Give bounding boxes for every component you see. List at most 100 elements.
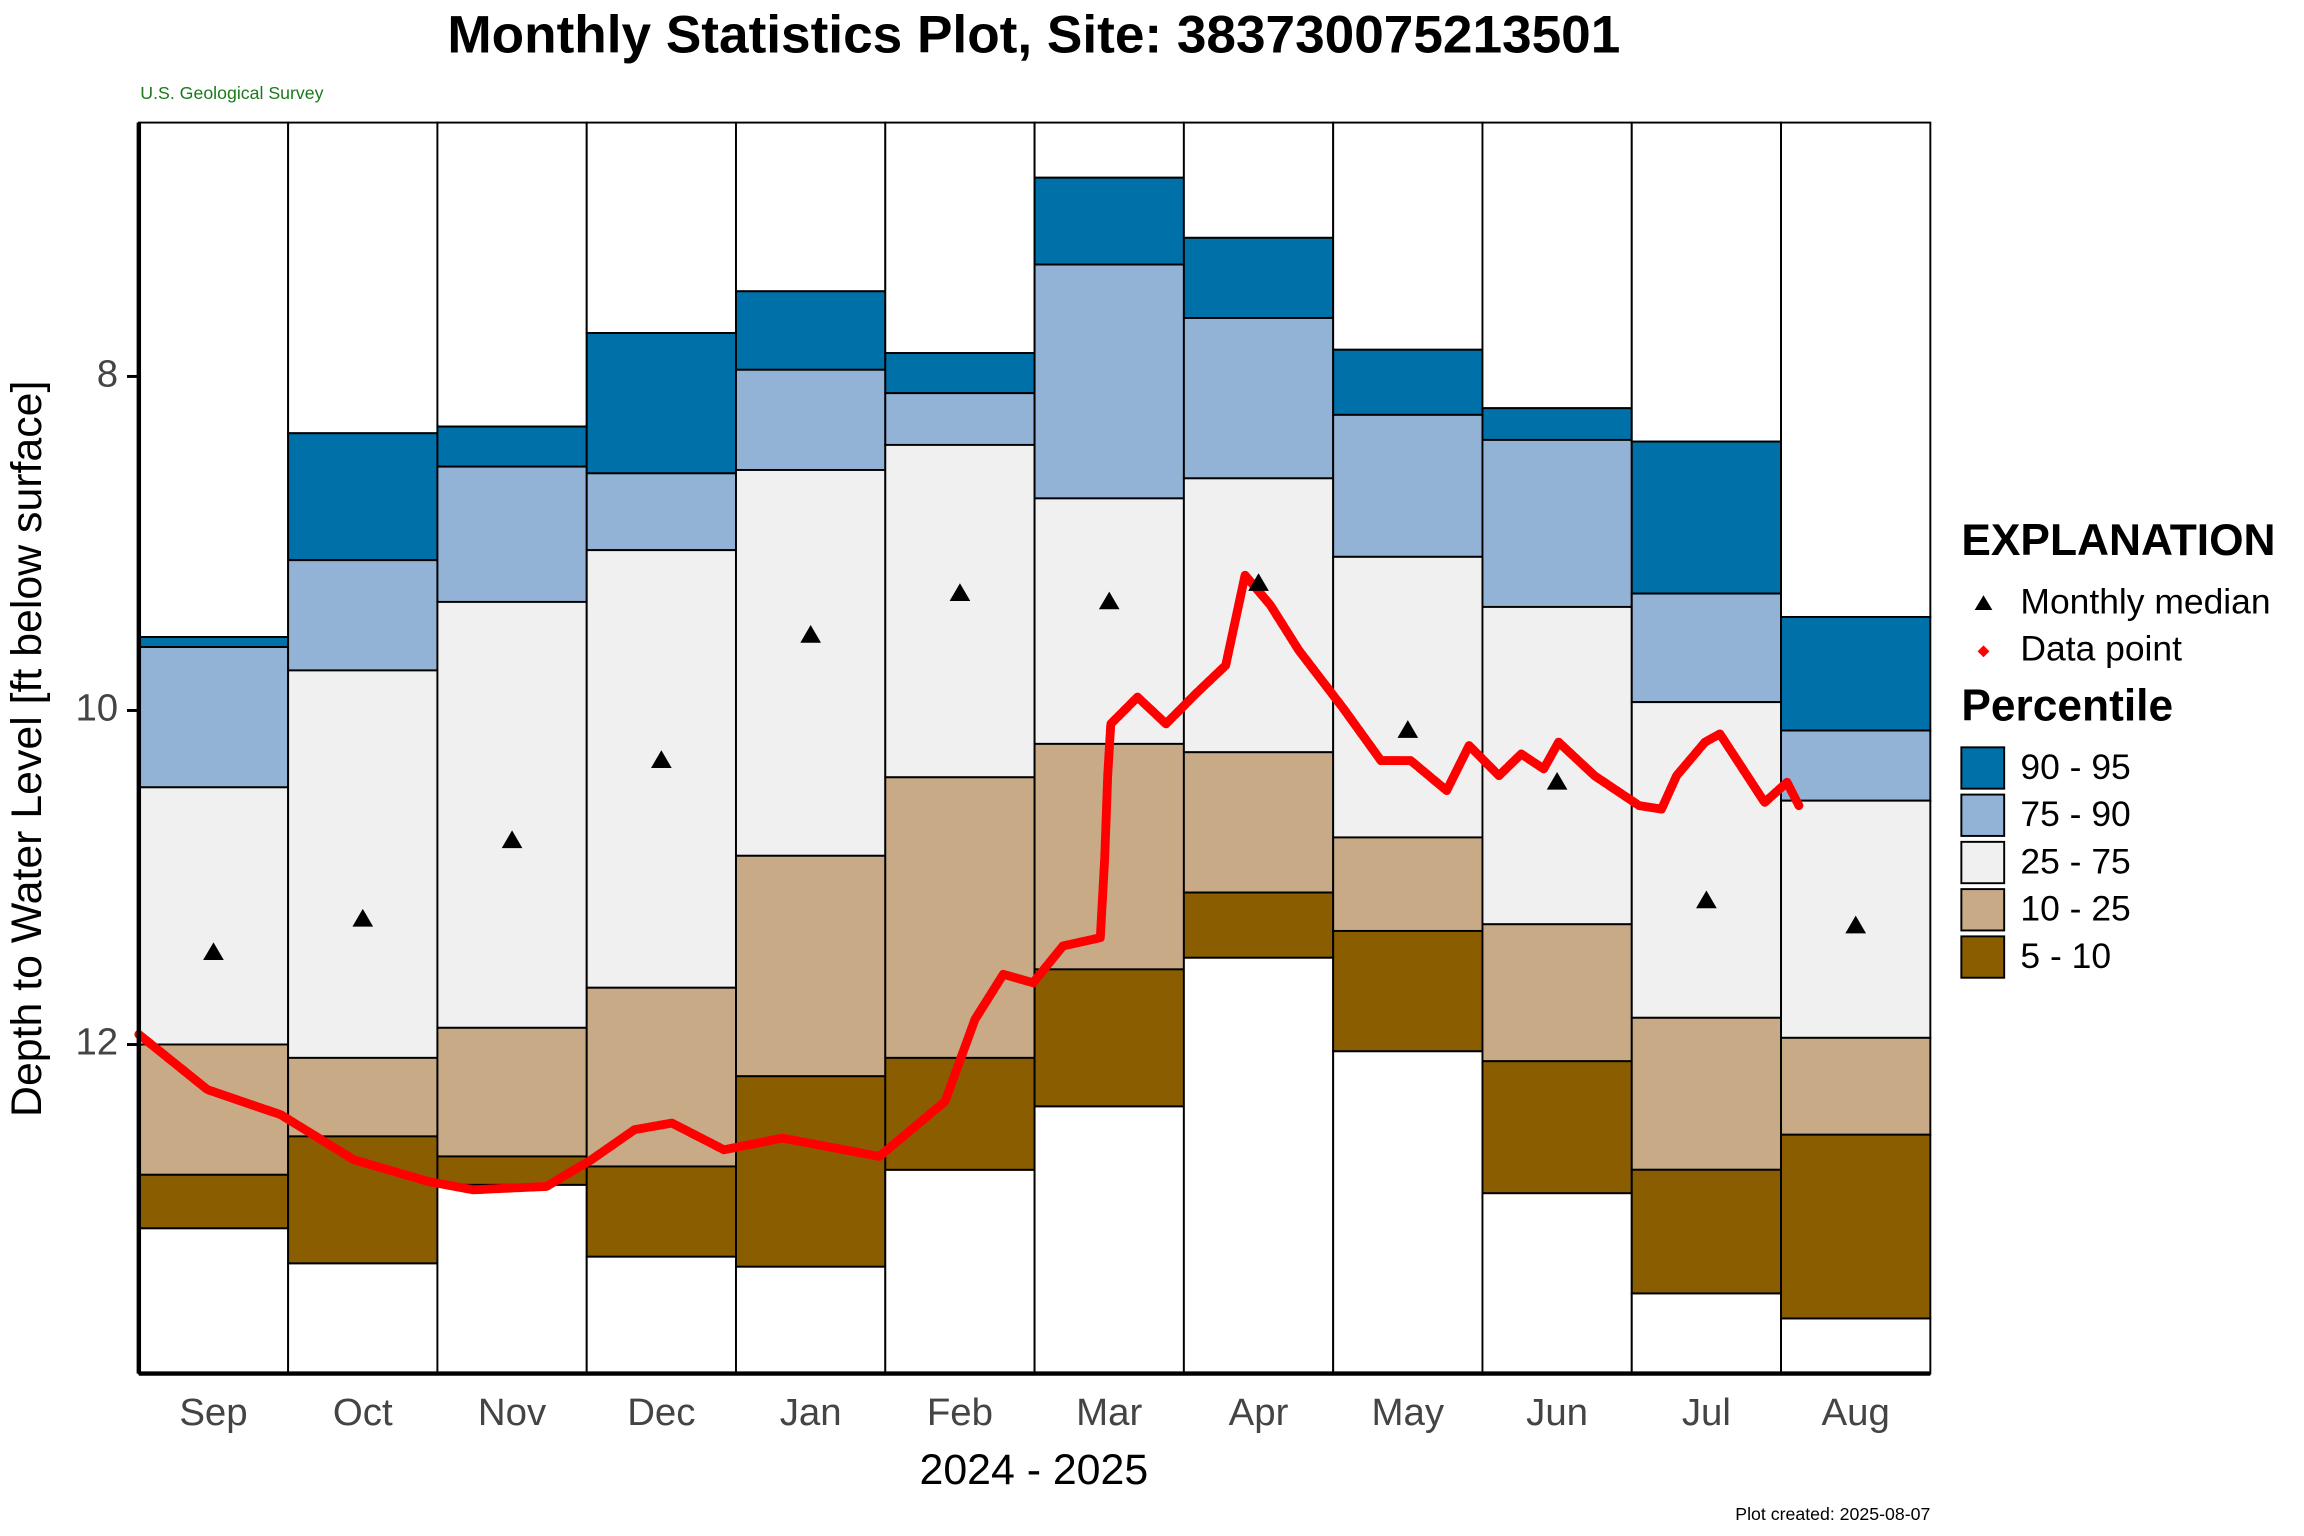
- percentile-band: [735, 290, 887, 371]
- x-axis-label: 2024 - 2025: [920, 1446, 1149, 1494]
- legend-label: 5 - 10: [2020, 936, 2111, 976]
- percentile-band: [585, 986, 737, 1168]
- percentile-band: [137, 646, 290, 789]
- empty-bottom: [436, 1183, 588, 1375]
- median-marker: [203, 942, 224, 961]
- empty-top: [884, 121, 1036, 355]
- empty-bottom: [884, 1168, 1036, 1375]
- x-tick-label: Jul: [1682, 1391, 1731, 1434]
- empty-bottom: [1033, 1105, 1185, 1375]
- legend-swatch: [1960, 935, 2006, 979]
- percentile-band: [1481, 407, 1633, 441]
- x-tick-label: Mar: [1076, 1391, 1142, 1434]
- plot-frame: [138, 121, 1931, 1375]
- percentile-band: [884, 352, 1036, 395]
- median-marker: [800, 624, 821, 643]
- percentile-band: [585, 472, 737, 552]
- percentile-band: [735, 469, 887, 857]
- empty-top: [436, 121, 588, 428]
- legend-swatch: [1960, 793, 2006, 837]
- percentile-band: [1033, 497, 1185, 745]
- x-tick-label: Feb: [927, 1391, 993, 1434]
- empty-top: [1332, 121, 1484, 351]
- x-tick-label: Dec: [627, 1391, 695, 1434]
- empty-bottom: [735, 1265, 887, 1375]
- percentile-band: [1780, 729, 1932, 802]
- percentile-band: [585, 332, 737, 475]
- legend-label: 10 - 25: [2020, 889, 2130, 929]
- percentile-band: [884, 392, 1036, 446]
- empty-bottom: [287, 1262, 439, 1375]
- percentile-band: [1332, 555, 1484, 839]
- median-marker: [501, 830, 523, 849]
- percentile-band: [1630, 592, 1783, 704]
- legend-label: Data point: [2020, 629, 2182, 669]
- empty-bottom: [1481, 1192, 1633, 1375]
- y-tick-label: 10: [75, 687, 118, 730]
- empty-top: [287, 121, 439, 435]
- x-tick-label: Nov: [478, 1391, 547, 1434]
- percentile-band: [735, 1075, 887, 1268]
- y-tick-label: 12: [75, 1021, 118, 1064]
- percentile-band: [287, 559, 439, 672]
- percentile-band: [1033, 263, 1185, 500]
- percentile-band: [1630, 701, 1783, 1019]
- percentile-band: [137, 636, 290, 648]
- empty-bottom: [585, 1255, 737, 1375]
- x-tick-label: Jun: [1526, 1391, 1588, 1434]
- legend-label: Monthly median: [2020, 581, 2270, 621]
- percentile-band: [436, 1026, 588, 1158]
- empty-top: [735, 121, 887, 293]
- empty-top: [1182, 121, 1335, 239]
- legend-subtitle: Percentile: [1961, 682, 2173, 731]
- percentile-band: [1182, 317, 1335, 480]
- empty-top: [1630, 121, 1783, 443]
- percentile-band: [287, 1056, 439, 1138]
- x-tick-label: Apr: [1229, 1391, 1289, 1434]
- percentile-band: [884, 776, 1036, 1059]
- x-tick-label: Aug: [1822, 1391, 1890, 1434]
- percentile-band: [1182, 236, 1335, 319]
- percentile-band: [287, 1135, 439, 1265]
- legend-swatch: [1960, 840, 2006, 885]
- legend-title: EXPLANATION: [1961, 516, 2275, 565]
- percentile-band: [1332, 413, 1484, 558]
- percentile-band: [1630, 1168, 1783, 1295]
- x-tick-label: Sep: [179, 1391, 247, 1434]
- percentile-band: [1780, 1133, 1932, 1320]
- percentile-band: [884, 443, 1036, 779]
- legend-swatch: [1960, 746, 2006, 790]
- percentile-band: [1630, 440, 1783, 595]
- percentile-band: [1780, 1036, 1932, 1136]
- x-tick-label: Oct: [333, 1391, 393, 1434]
- percentile-band: [585, 549, 737, 989]
- median-marker: [1696, 890, 1717, 909]
- percentile-band: [735, 368, 887, 471]
- empty-bottom: [1332, 1050, 1484, 1375]
- empty-bottom: [1182, 956, 1335, 1375]
- legend-swatch: [1960, 888, 2006, 932]
- percentile-band: [1780, 615, 1932, 732]
- percentile-band: [1630, 1016, 1783, 1171]
- percentile-band: [137, 1173, 290, 1230]
- percentile-band: [884, 1056, 1036, 1171]
- chart-title: Monthly Statistics Plot, Site: 383730075…: [447, 5, 1620, 64]
- percentile-band: [436, 600, 588, 1029]
- percentile-band: [1033, 176, 1185, 266]
- percentile-band: [1332, 836, 1484, 932]
- empty-top: [1033, 121, 1185, 179]
- median-marker: [1397, 720, 1419, 738]
- percentile-band: [1182, 891, 1335, 959]
- x-tick-label: Jan: [780, 1391, 842, 1434]
- empty-top: [1481, 121, 1633, 410]
- percentile-band: [1033, 968, 1185, 1108]
- percentile-band: [287, 669, 439, 1059]
- percentile-band: [1332, 348, 1484, 416]
- empty-bottom: [137, 1227, 290, 1375]
- percentile-band: [137, 786, 290, 1046]
- empty-bottom: [1630, 1292, 1783, 1375]
- median-marker: [1546, 771, 1568, 790]
- percentile-band: [1481, 923, 1633, 1063]
